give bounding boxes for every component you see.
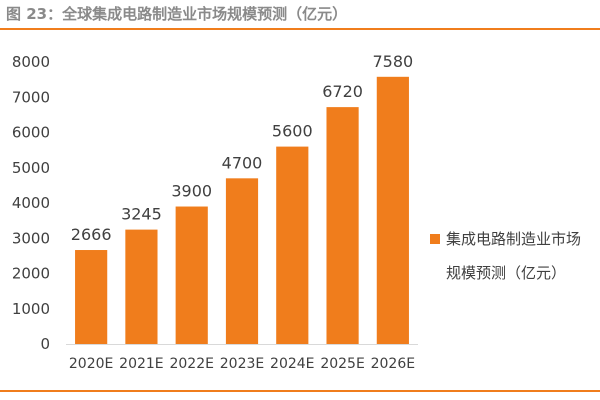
y-tick-label: 5000 bbox=[12, 159, 50, 177]
bar bbox=[175, 206, 208, 344]
y-tick-label: 1000 bbox=[12, 300, 50, 318]
x-tick-label: 2023E bbox=[220, 356, 264, 372]
legend-label-line-2: 规模预测（亿元） bbox=[446, 264, 567, 282]
y-tick-label: 2000 bbox=[12, 265, 50, 283]
x-tick-label: 2022E bbox=[169, 356, 213, 372]
figure-separator: ： bbox=[47, 5, 63, 23]
figure-title-text: 全球集成电路制造业市场规模预测（亿元） bbox=[62, 5, 348, 23]
legend-swatch bbox=[430, 234, 440, 244]
bar bbox=[376, 76, 409, 345]
data-label: 7580 bbox=[372, 52, 413, 71]
y-tick-label: 6000 bbox=[12, 124, 50, 142]
x-tick-label: 2021E bbox=[119, 356, 163, 372]
bar bbox=[75, 250, 108, 344]
bottom-divider bbox=[0, 390, 600, 392]
bar bbox=[225, 178, 259, 344]
figure-title: 图 23：全球集成电路制造业市场规模预测（亿元） bbox=[6, 3, 347, 24]
data-label: 4700 bbox=[222, 153, 263, 172]
y-tick-label: 0 bbox=[40, 335, 50, 353]
legend: 集成电路制造业市场 规模预测（亿元） bbox=[430, 222, 595, 290]
bar bbox=[326, 107, 359, 345]
data-label: 2666 bbox=[71, 225, 112, 244]
y-tick-label: 3000 bbox=[12, 229, 50, 247]
legend-label-line-1: 集成电路制造业市场 bbox=[446, 230, 582, 248]
x-tick-label: 2020E bbox=[69, 356, 113, 372]
y-tick-label: 4000 bbox=[12, 194, 50, 212]
bar bbox=[276, 146, 309, 344]
data-label: 3245 bbox=[121, 205, 162, 224]
y-tick-label: 8000 bbox=[12, 53, 50, 71]
data-label: 3900 bbox=[171, 182, 212, 201]
x-tick-label: 2024E bbox=[270, 356, 314, 372]
title-divider bbox=[0, 28, 600, 30]
figure-label: 图 23 bbox=[6, 5, 48, 23]
bar bbox=[125, 229, 158, 344]
x-tick-label: 2025E bbox=[320, 356, 364, 372]
legend-label: 集成电路制造业市场 规模预测（亿元） bbox=[446, 222, 595, 290]
data-label: 6720 bbox=[322, 82, 363, 101]
y-tick-label: 7000 bbox=[12, 88, 50, 106]
data-label: 5600 bbox=[272, 122, 313, 141]
x-tick-label: 2026E bbox=[371, 356, 415, 372]
